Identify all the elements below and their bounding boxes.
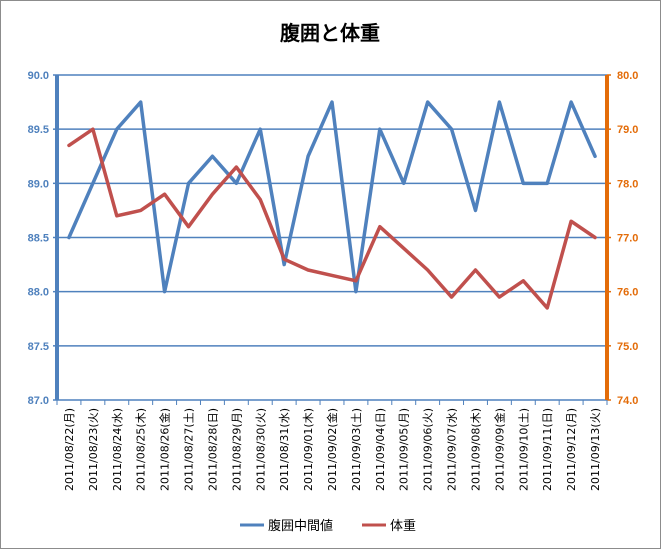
- right-tick-label: 74.0: [617, 395, 638, 407]
- x-tick-label: 2011/09/11(日): [541, 408, 554, 491]
- chart-title: 腹囲と体重: [280, 21, 380, 45]
- legend: 腹囲中間値 体重: [240, 518, 416, 534]
- axes: [53, 74, 611, 405]
- x-axis-ticks: 2011/08/22(月) 2011/08/23(火) 2011/08/24(水) 2…: [63, 408, 602, 491]
- right-tick-label: 77.0: [617, 233, 638, 245]
- left-tick-label: 87.0: [28, 395, 49, 407]
- legend-label-waist: 腹囲中間値: [268, 518, 333, 534]
- x-tick-label: 2011/09/08(木): [469, 408, 482, 491]
- x-tick-label: 2011/09/09(金): [492, 408, 506, 491]
- series-layer: [67, 100, 597, 310]
- x-tick-label: 2011/08/28(日): [206, 408, 219, 491]
- left-tick-label: 89.5: [28, 124, 49, 136]
- x-tick-label: 2011/08/23(火): [87, 408, 100, 491]
- right-axis-ticks: 74.0 75.0 76.0 77.0 78.0 79.0 80.0: [617, 70, 638, 407]
- legend-label-weight: 体重: [390, 518, 416, 534]
- right-tick-label: 78.0: [617, 178, 638, 190]
- x-tick-label: 2011/08/31(水): [278, 408, 291, 491]
- x-tick-label: 2011/09/06(火): [422, 408, 435, 491]
- left-tick-label: 88.5: [28, 233, 49, 245]
- x-tick-label: 2011/09/01(木): [302, 408, 315, 491]
- series-line-weight: [67, 127, 597, 310]
- left-tick-label: 87.5: [28, 341, 49, 353]
- x-tick-label: 2011/09/02(金): [325, 408, 339, 491]
- x-tick-label: 2011/08/24(水): [111, 408, 124, 491]
- right-tick-label: 76.0: [617, 287, 638, 299]
- x-tick-label: 2011/08/27(土): [183, 408, 196, 491]
- x-tick-label: 2011/08/29(月): [230, 408, 243, 491]
- left-tick-label: 90.0: [28, 70, 49, 82]
- x-tick-label: 2011/09/13(火): [589, 408, 602, 491]
- x-tick-label: 2011/09/05(月): [398, 408, 411, 491]
- right-tick-label: 79.0: [617, 124, 638, 136]
- x-tick-label: 2011/09/03(土): [350, 408, 363, 491]
- left-axis-ticks: 87.0 87.5 88.0 88.5 89.0 89.5 90.0: [28, 70, 49, 407]
- right-tick-label: 75.0: [617, 341, 638, 353]
- gridlines: [57, 74, 607, 347]
- x-tick-label: 2011/08/25(木): [135, 408, 148, 491]
- x-tick-label: 2011/09/10(土): [517, 408, 530, 491]
- series-line-waist: [67, 100, 597, 294]
- right-tick-label: 80.0: [617, 70, 638, 82]
- x-tick-label: 2011/09/07(水): [446, 408, 459, 491]
- x-tick-label: 2011/09/12(月): [565, 408, 578, 491]
- left-tick-label: 88.0: [28, 287, 49, 299]
- x-tick-label: 2011/08/22(月): [63, 408, 76, 491]
- x-tick-label: 2011/08/26(金): [158, 408, 172, 491]
- x-tick-label: 2011/08/30(火): [254, 408, 267, 491]
- x-tick-label: 2011/09/04(日): [374, 408, 387, 491]
- left-tick-label: 89.0: [28, 178, 49, 190]
